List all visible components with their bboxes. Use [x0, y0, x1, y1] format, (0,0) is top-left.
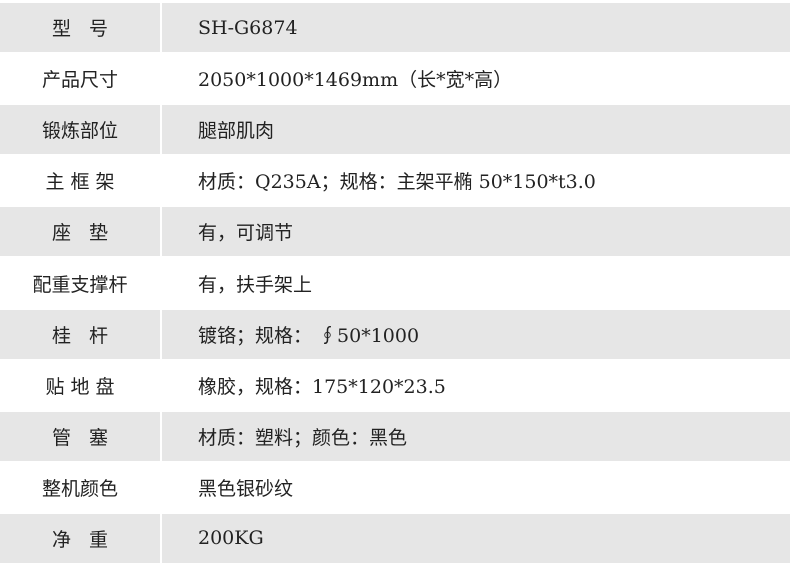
table-row: 整机颜色 黑色银砂纹 — [0, 462, 790, 513]
spec-value: 腿部肌肉 — [162, 105, 790, 155]
spec-value: 黑色银砂纹 — [198, 477, 294, 500]
spec-label: 锻炼部位 — [0, 105, 160, 155]
table-row: 净 重 200KG — [0, 512, 790, 564]
spec-value: 200KG — [162, 513, 790, 564]
table-row: 产品尺寸 2050*1000*1469mm（长*宽*高） — [0, 53, 790, 104]
spec-value: SH-G6874 — [162, 3, 790, 53]
spec-value: 镀铬；规格： ∮50*1000 — [162, 309, 790, 359]
spec-value: 材质：塑料；颜色：黑色 — [162, 411, 790, 461]
spec-label: 桂 杆 — [0, 309, 160, 359]
table-row: 管 塞材质：塑料；颜色：黑色 — [0, 410, 790, 462]
table-row: 贴 地 盘 橡胶，规格：175*120*23.5 — [0, 360, 790, 411]
spec-label: 型 号 — [0, 3, 160, 53]
spec-value: 有，扶手架上 — [198, 273, 313, 296]
spec-label: 主 框 架 — [45, 171, 115, 194]
table-row: 型 号 SH-G6874 — [0, 2, 790, 54]
table-row: 锻炼部位 腿部肌肉 — [0, 104, 790, 156]
spec-label: 产品尺寸 — [41, 69, 118, 92]
spec-label: 座 垫 — [0, 207, 160, 257]
table-row: 座 垫有，可调节 — [0, 206, 790, 258]
spec-label: 管 塞 — [0, 411, 160, 461]
table-row: 桂 杆镀铬；规格： ∮50*1000 — [0, 308, 790, 360]
spec-label: 净 重 — [0, 513, 160, 564]
spec-label: 贴 地 盘 — [45, 375, 115, 398]
spec-label: 整机颜色 — [41, 477, 118, 500]
spec-value: 有，可调节 — [162, 207, 790, 257]
spec-value: 2050*1000*1469mm（长*宽*高） — [198, 69, 513, 92]
table-row: 配重支撑杆 有，扶手架上 — [0, 257, 790, 308]
spec-value: 材质：Q235A；规格：主架平椭 50*150*t3.0 — [198, 171, 596, 194]
spec-label: 配重支撑杆 — [32, 273, 128, 296]
spec-value: 橡胶，规格：175*120*23.5 — [198, 375, 446, 398]
table-row: 主 框 架 材质：Q235A；规格：主架平椭 50*150*t3.0 — [0, 155, 790, 206]
